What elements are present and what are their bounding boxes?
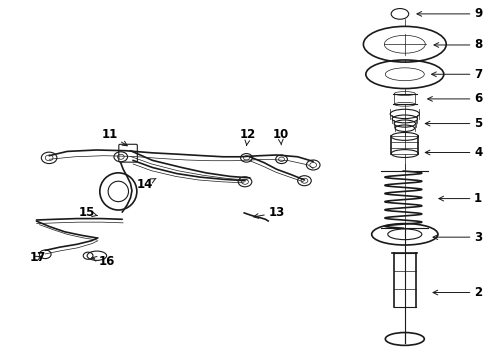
Text: 12: 12 xyxy=(240,128,256,145)
Text: 11: 11 xyxy=(101,128,127,146)
Text: 13: 13 xyxy=(254,206,285,219)
Text: 14: 14 xyxy=(137,178,156,191)
Text: 17: 17 xyxy=(30,251,46,264)
Text: 15: 15 xyxy=(78,206,98,219)
Text: 3: 3 xyxy=(433,231,482,244)
Text: 10: 10 xyxy=(272,128,289,145)
Text: 2: 2 xyxy=(433,286,482,299)
Text: 1: 1 xyxy=(439,192,482,205)
Text: 8: 8 xyxy=(434,39,482,51)
Text: 9: 9 xyxy=(417,8,482,21)
Text: 7: 7 xyxy=(432,68,482,81)
Text: 4: 4 xyxy=(425,146,482,159)
Text: 16: 16 xyxy=(92,255,115,268)
Text: 6: 6 xyxy=(428,93,482,105)
Text: 5: 5 xyxy=(425,117,482,130)
